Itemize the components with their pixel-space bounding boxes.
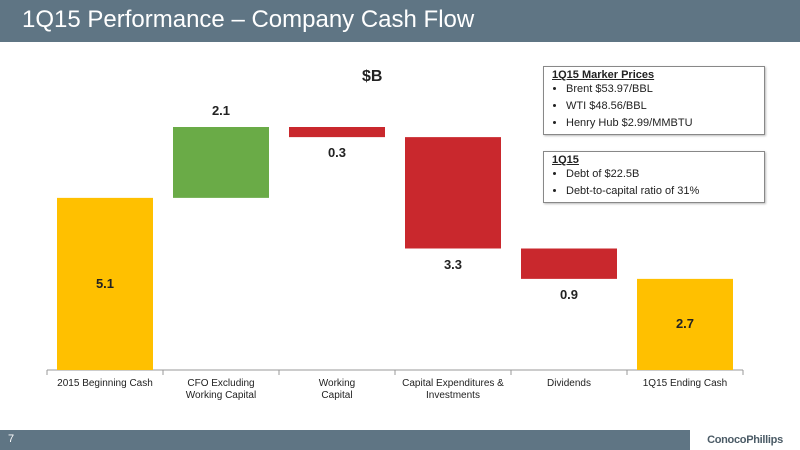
bullet-item: WTI $48.56/BBL bbox=[566, 100, 764, 112]
header-bar: 1Q15 Performance – Company Cash Flow bbox=[0, 0, 800, 42]
bullet-item: Debt-to-capital ratio of 31% bbox=[566, 185, 764, 197]
bar bbox=[405, 137, 501, 249]
info-box: 1Q15 Debt of $22.5B Debt-to-capital ratio… bbox=[543, 151, 765, 203]
value-label: 2.1 bbox=[211, 103, 231, 118]
value-label: 0.9 bbox=[559, 286, 579, 302]
x-tick-label: Working Capital bbox=[318, 378, 356, 401]
value-label: 5.1 bbox=[95, 275, 115, 291]
bullet-list: Debt of $22.5B Debt-to-capital ratio of 3… bbox=[544, 168, 764, 197]
info-box: 1Q15 Marker Prices Brent $53.97/BBL WTI $… bbox=[543, 66, 765, 135]
bar bbox=[289, 127, 385, 138]
bar bbox=[637, 278, 733, 370]
slide-title: 1Q15 Performance – Company Cash Flow bbox=[22, 6, 475, 33]
x-tick-label: 1Q15 Ending Cash bbox=[642, 378, 728, 389]
value-label: 2.7 bbox=[675, 316, 695, 332]
bullet-list: Brent $53.97/BBL WTI $48.56/BBL Henry Hub … bbox=[544, 83, 764, 129]
page-number: 7 bbox=[8, 433, 15, 445]
x-tick-label: Dividends bbox=[547, 378, 591, 389]
bar bbox=[173, 127, 269, 198]
bar bbox=[57, 197, 153, 370]
logo: ConocoPhillips bbox=[690, 430, 800, 450]
bar bbox=[521, 248, 617, 279]
info-box-title: 1Q15 Marker Prices bbox=[552, 69, 655, 81]
value-label: 3.3 bbox=[443, 256, 463, 272]
unit-label: $B bbox=[362, 68, 383, 85]
footer-bar: 7 ConocoPhillips bbox=[0, 430, 800, 450]
x-tick-label: Capital Expenditures & Investments bbox=[402, 378, 504, 401]
bullet-item: Henry Hub $2.99/MMBTU bbox=[566, 117, 764, 129]
x-tick-label: CFO Excluding Working Capital bbox=[185, 378, 257, 401]
info-box-title: 1Q15 bbox=[552, 154, 579, 166]
value-label: 0.3 bbox=[327, 145, 347, 161]
bullet-item: Debt of $22.5B bbox=[566, 168, 764, 180]
bullet-item: Brent $53.97/BBL bbox=[566, 83, 764, 95]
x-tick-label: 2015 Beginning Cash bbox=[57, 378, 153, 389]
